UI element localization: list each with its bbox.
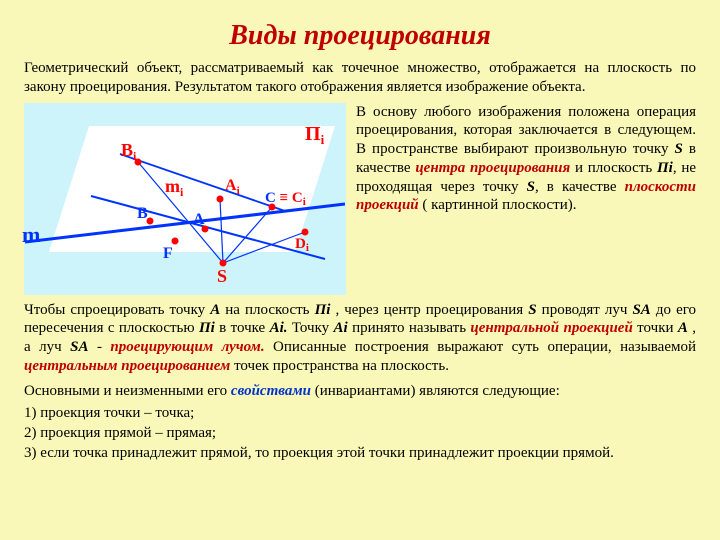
intro-paragraph: Геометрический объект, рассматриваемый к… (24, 59, 696, 97)
figure-block: m Пi Bi mi (24, 103, 346, 295)
label-S: S (217, 266, 227, 286)
m-label-outer: m (22, 221, 40, 249)
prop-1: 1) проекция точки – точка; (24, 404, 696, 423)
point-F (172, 237, 179, 244)
prop-3: 3) если точка принадлежит прямой, то про… (24, 444, 696, 463)
prop-2: 2) проекция прямой – прямая; (24, 424, 696, 443)
label-F: F (163, 245, 173, 262)
label-B: B (137, 205, 148, 222)
side-paragraph: В основу любого изображения положена опе… (356, 103, 696, 291)
label-CC1: C ≡ Ci (265, 190, 306, 208)
label-D1: Di (295, 236, 309, 254)
page-title: Виды проецирования (24, 18, 696, 53)
point-A1 (217, 195, 224, 202)
label-A: A (193, 211, 205, 228)
properties-list: 1) проекция точки – точка; 2) проекция п… (24, 404, 696, 462)
projection-figure: Пi Bi mi Ai B A F S C ≡ Ci Di (24, 103, 346, 295)
mid-paragraph: Чтобы спроецировать точку А на плоскость… (24, 301, 696, 376)
point-D1 (302, 228, 309, 235)
properties-lead: Основными и неизменными его свойствами (… (24, 382, 696, 401)
figure-and-text-row: m Пi Bi mi (24, 103, 696, 295)
